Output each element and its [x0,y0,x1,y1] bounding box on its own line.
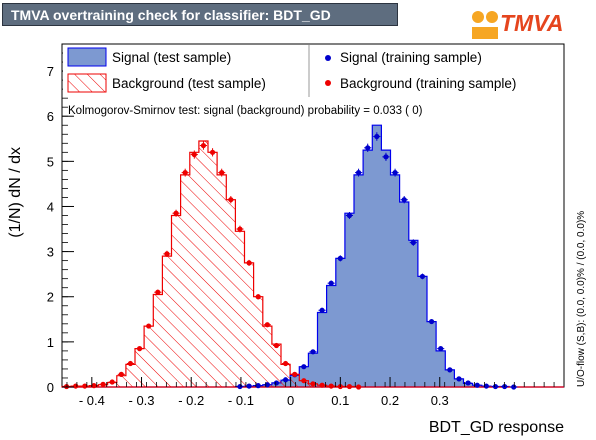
signal-training-point [282,377,290,383]
background-training-point [272,342,281,349]
plot-frame [61,43,565,388]
background-training-point [245,259,253,266]
x-tick-label: - 0.4 [79,393,105,408]
background-training-point [117,371,125,377]
signal-training-point [364,143,372,152]
legend-label-background-training: Background (training sample) [340,76,516,91]
tmva-logo: TMVA [470,5,590,43]
background-training-point [145,323,153,329]
ks-test-annotation: Kolmogorov-Smirnov test: signal (backgro… [68,105,423,117]
background-training-point [81,383,89,389]
legend-marker-background-training [325,80,331,86]
x-tick-label: 0.2 [381,393,399,408]
y-tick-label: 5 [47,154,54,169]
y-tick-label: 2 [47,290,54,305]
y-tick-label: 7 [47,64,54,79]
y-tick-label: 4 [47,199,54,214]
tmva-logo-text: TMVA [500,10,564,36]
background-training-point [327,383,335,389]
legend-box [63,45,553,95]
signal-training-point [327,280,335,286]
y-tick-label: 1 [47,335,54,350]
x-tick-label: 0.3 [431,393,449,408]
legend-swatch-signal-test [67,47,107,67]
signal-training-point [345,211,354,220]
legend-label-signal-test: Signal (test sample) [112,50,231,65]
background-training-point [227,196,235,204]
y-tick-label: 6 [47,109,54,124]
background-training-point [263,322,271,328]
x-tick-label: 0.1 [331,393,349,408]
background-training-point [72,383,80,389]
signal-training-point [437,346,445,352]
background-training-point [318,382,326,388]
background-training-point [355,384,363,390]
background-training-point [190,150,198,159]
background-training-point [172,209,180,217]
x-axis-title: BDT_GD response [429,419,564,436]
signal-training-point [355,168,363,177]
signal-training-point [464,380,472,386]
signal-training-point [455,376,463,382]
background-training-point [154,289,162,295]
background-training-point [345,383,354,390]
background-training-point [291,371,299,377]
signal-training-point [391,168,399,177]
background-training-point [199,141,208,150]
y-tick-label: 0 [47,380,54,395]
signal-training-point [373,132,381,141]
y-tick-label: 3 [47,245,54,260]
background-training-point [300,378,308,384]
background-training-point [126,360,135,367]
title-box: TMVA overtraining check for classifier: … [2,3,398,26]
x-tick-label: - 0.3 [129,393,155,408]
signal-training-point [400,196,408,204]
signal-training-point [336,255,344,262]
tmva-logo-icon [472,11,498,39]
legend-label-background-test: Background (test sample) [112,76,266,91]
signal-training-point [482,383,490,389]
signal-training-point [418,273,427,280]
x-tick-label: - 0.1 [228,393,254,408]
legend-label-signal-training: Signal (training sample) [340,50,482,65]
signal-training-point [510,384,518,390]
axes-layer: - 0.4 - 0.3 - 0.2 - 0.1 0 0.1 0.2 0.3 0 1 2 3 4 5 6 7 [47,52,555,408]
signal-training-point [491,383,500,390]
legend-swatch-background-test [67,73,107,93]
background-training-point [209,148,217,157]
background-training-point [136,346,144,352]
background-training-point [108,379,116,385]
y-axis-title: (1/N) dN / dx [7,147,24,238]
training-points-layer [63,132,518,390]
signal-training-point [318,307,326,313]
background-training-point [218,168,226,177]
signal-training-point [428,318,436,325]
background-training-point [163,250,171,257]
background-training-point [181,168,189,177]
legend-marker-signal-training [325,55,331,61]
x-tick-label: 0 [287,393,294,408]
signal-training-point [272,380,281,386]
background-training-point [282,360,290,367]
background-training-point [99,381,107,387]
signal-training-point [446,367,454,373]
background-training-point [236,225,244,233]
signal-training-point [245,383,253,389]
plot-title: TMVA overtraining check for classifier: … [11,7,331,23]
signal-training-point [382,152,390,161]
overflow-note: U/O-flow (S,B): (0.0, 0.0)% / (0.0, 0.0)… [576,211,587,387]
signal-training-point [409,239,417,246]
x-tick-label: - 0.2 [178,393,204,408]
signal-training-point [300,364,308,370]
background-training-point [254,294,262,300]
signal-training-point [309,349,317,355]
legend: Signal (test sample) Background (test sa… [63,45,553,97]
